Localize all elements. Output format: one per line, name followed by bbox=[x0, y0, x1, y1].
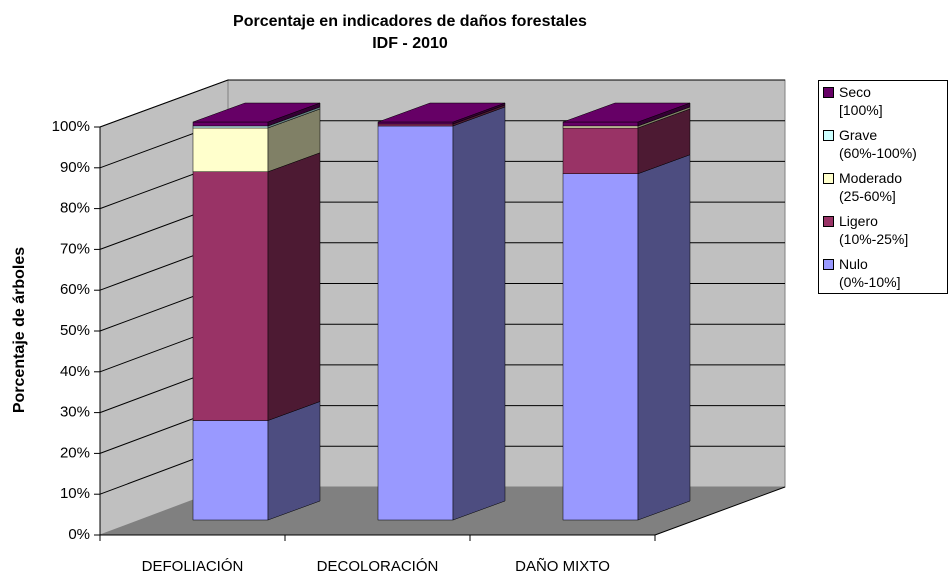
y-axis-label: Porcentaje de árboles bbox=[11, 247, 28, 413]
y-tick-label: 0% bbox=[68, 526, 90, 543]
y-tick-label: 10% bbox=[60, 485, 90, 502]
y-tick-label: 80% bbox=[60, 200, 90, 217]
bar-segment bbox=[377, 123, 454, 127]
y-tick-label: 100% bbox=[52, 118, 90, 135]
legend-label: Seco [100%] bbox=[839, 84, 883, 118]
bar-segment bbox=[562, 121, 639, 127]
bar-segment bbox=[192, 420, 269, 521]
x-tick-label: DECOLORACIÓN bbox=[317, 558, 439, 575]
legend-swatch bbox=[823, 130, 834, 141]
chart-title: Porcentaje en indicadores de daños fores… bbox=[233, 13, 587, 30]
legend-label: Grave (60%-100%) bbox=[839, 127, 917, 161]
floor-edge bbox=[654, 486, 786, 536]
bar-segment bbox=[562, 173, 639, 521]
y-tick-label: 30% bbox=[60, 404, 90, 421]
bar-side bbox=[637, 154, 691, 521]
grid-line bbox=[99, 79, 785, 128]
y-tick-label: 70% bbox=[60, 240, 90, 257]
x-tick-label: DAÑO MIXTO bbox=[515, 558, 610, 575]
y-tick-label: 50% bbox=[60, 322, 90, 339]
legend: Seco [100%] Grave (60%-100%) Moderado (25-… bbox=[818, 80, 948, 294]
x-tick-label: DEFOLIACIÓN bbox=[142, 558, 244, 575]
legend-swatch bbox=[823, 173, 834, 184]
bar-segment bbox=[192, 171, 269, 421]
bar-side bbox=[267, 401, 321, 521]
bar-side bbox=[267, 152, 321, 421]
bar-top bbox=[192, 102, 321, 123]
y-tick-label: 40% bbox=[60, 363, 90, 380]
bar-top bbox=[377, 102, 506, 123]
bar-segment bbox=[192, 127, 269, 172]
bar-top bbox=[562, 102, 691, 123]
legend-label: Moderado (25-60%] bbox=[839, 170, 903, 204]
bar-segment bbox=[377, 121, 454, 125]
bar-segment bbox=[377, 125, 454, 521]
bar-segment bbox=[192, 125, 269, 129]
bar-segment bbox=[562, 127, 639, 174]
y-tick-label: 20% bbox=[60, 444, 90, 461]
bar-segment bbox=[192, 121, 269, 127]
legend-label: Ligero (10%-25%] bbox=[839, 213, 909, 247]
legend-swatch bbox=[823, 259, 834, 270]
chart-subtitle: IDF - 2010 bbox=[372, 35, 448, 52]
legend-swatch bbox=[823, 216, 834, 227]
y-tick-label: 90% bbox=[60, 159, 90, 176]
y-tick-label: 60% bbox=[60, 281, 90, 298]
legend-label: Nulo (0%-10%] bbox=[839, 256, 901, 290]
legend-swatch bbox=[823, 87, 834, 98]
bar-segment bbox=[562, 125, 639, 129]
bar-side bbox=[452, 106, 506, 521]
